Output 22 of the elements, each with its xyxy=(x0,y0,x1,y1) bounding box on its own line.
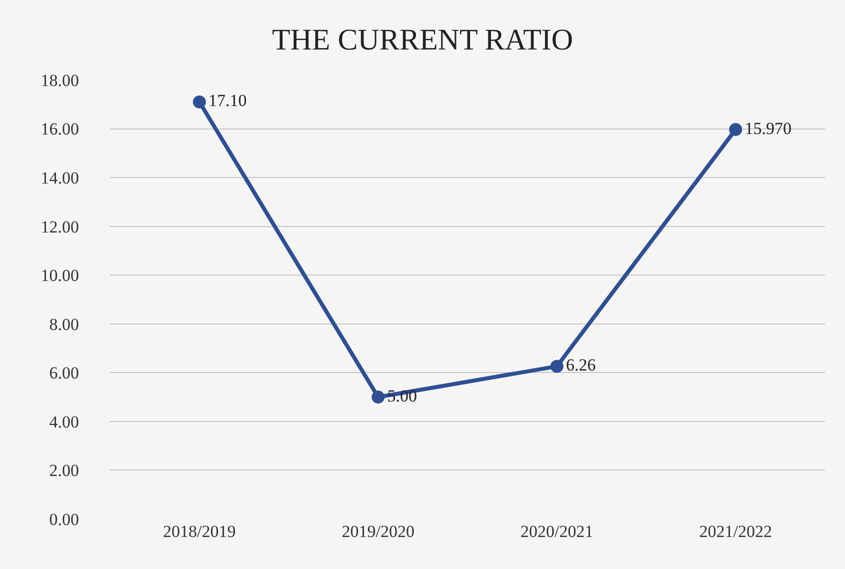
y-tick-label: 16.00 xyxy=(40,120,79,139)
y-tick-label: 18.00 xyxy=(40,70,79,90)
y-tick-label: 12.00 xyxy=(40,217,79,236)
x-tick-label: 2019/2020 xyxy=(342,522,414,541)
data-label: 15.970 xyxy=(744,118,792,138)
y-tick-label: 0.00 xyxy=(49,510,79,529)
y-tick-label: 14.00 xyxy=(40,168,79,188)
point xyxy=(372,390,385,404)
point xyxy=(192,95,206,108)
chart-title: THE CURRENT RATIO xyxy=(272,23,574,56)
y-tick-label: 6.00 xyxy=(49,364,79,383)
y-tick-label: 10.00 xyxy=(40,266,79,286)
point xyxy=(550,360,564,373)
y-tick-label: 2.00 xyxy=(49,461,79,480)
point xyxy=(729,123,742,136)
x-tick-label: 2018/2019 xyxy=(163,522,236,541)
x-tick-label: 2020/2021 xyxy=(520,522,594,541)
x-tick-label: 2021/2022 xyxy=(699,522,772,541)
y-tick-label: 4.00 xyxy=(49,412,79,432)
data-label: 6.26 xyxy=(566,356,596,375)
y-tick-label: 8.00 xyxy=(49,314,79,334)
data-label: 17.10 xyxy=(208,91,247,110)
